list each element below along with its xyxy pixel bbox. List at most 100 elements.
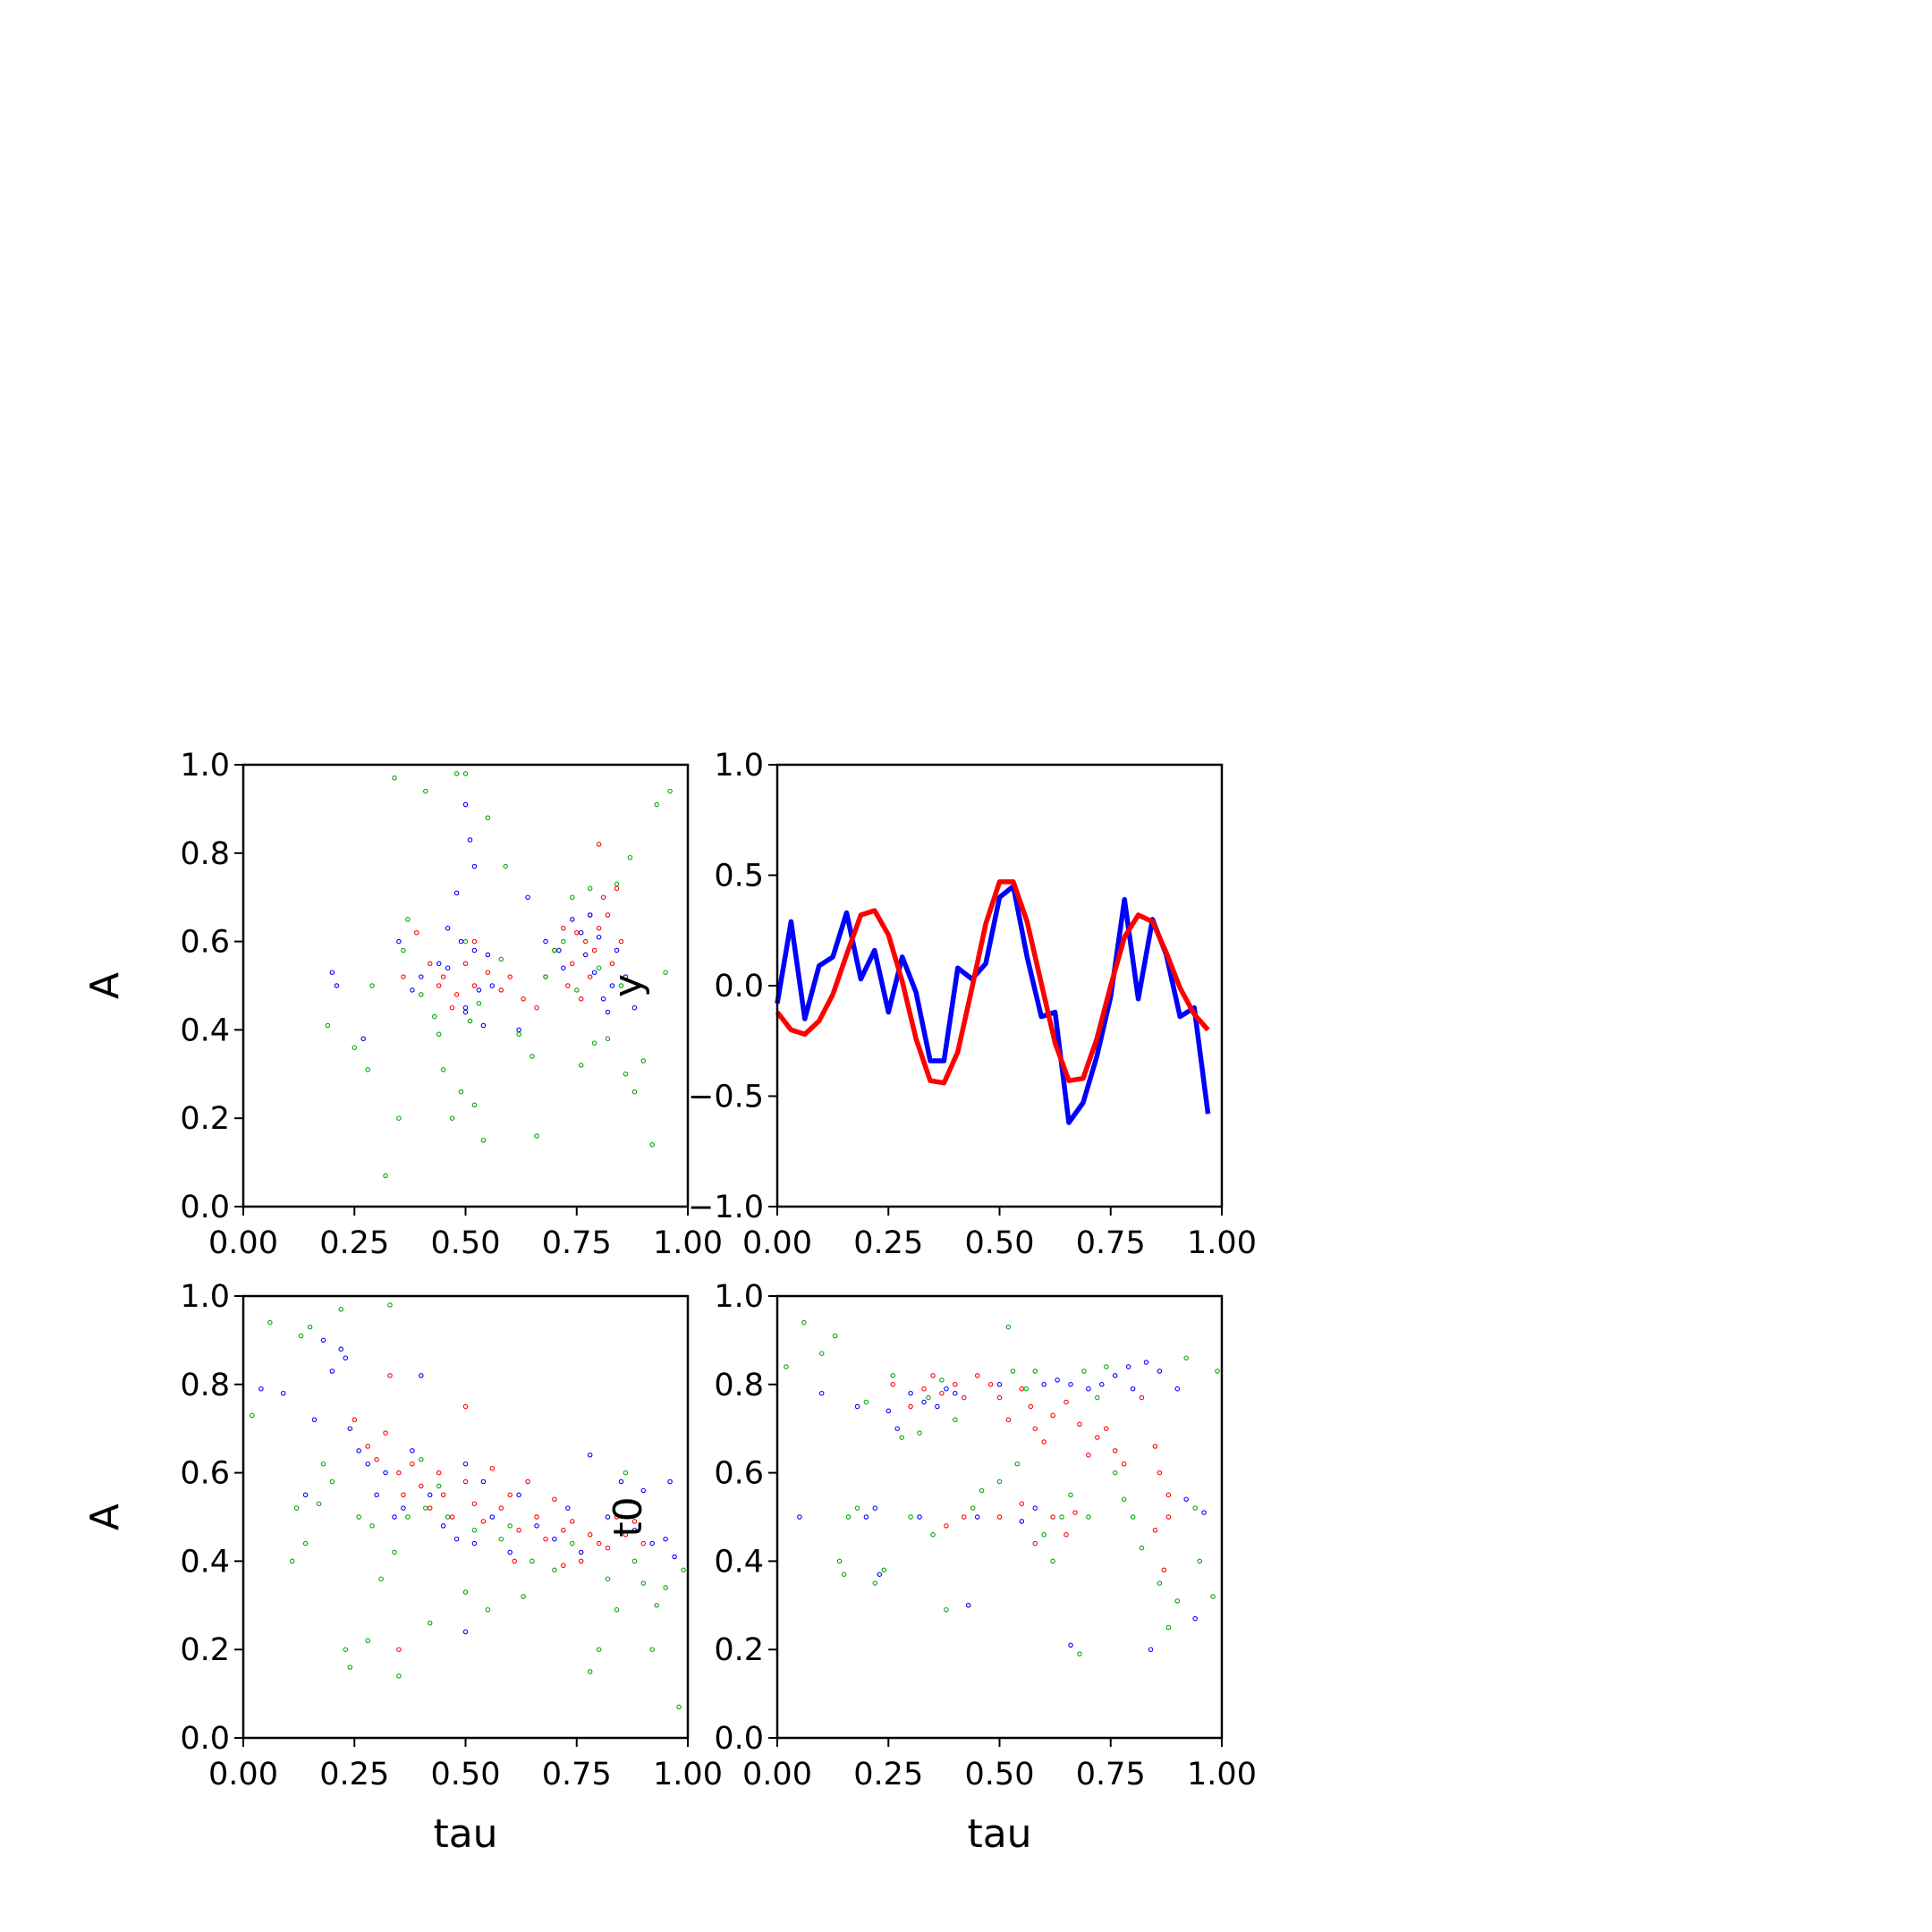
scatter-point bbox=[578, 1063, 584, 1068]
scatter-point bbox=[329, 970, 335, 975]
scatter-point bbox=[570, 1540, 575, 1546]
scatter-point bbox=[596, 926, 602, 931]
scatter-point bbox=[877, 1572, 883, 1577]
scatter-point bbox=[471, 1540, 478, 1546]
scatter-point bbox=[507, 1492, 513, 1498]
scatter-point bbox=[498, 987, 504, 993]
y-tick-label: 0.6 bbox=[180, 1456, 230, 1492]
scatter-point bbox=[667, 788, 673, 794]
scatter-point bbox=[467, 837, 473, 843]
scatter-point bbox=[521, 1594, 526, 1599]
scatter-point bbox=[574, 987, 580, 993]
scatter-point bbox=[485, 815, 491, 821]
scatter-point bbox=[640, 1580, 647, 1586]
scatter-point bbox=[1014, 1461, 1021, 1467]
scatter-point bbox=[552, 947, 557, 953]
scatter-point bbox=[462, 1629, 469, 1635]
scatter-point bbox=[356, 1514, 361, 1520]
scatter-point bbox=[565, 983, 571, 988]
scatter-point bbox=[587, 1453, 593, 1458]
scatter-point bbox=[596, 934, 602, 940]
scatter-point bbox=[1028, 1403, 1034, 1410]
y-tick-label: 1.0 bbox=[714, 1279, 764, 1315]
scatter-point bbox=[552, 1496, 557, 1502]
scatter-point bbox=[436, 1031, 442, 1038]
y-tick-label: 0.4 bbox=[714, 1544, 764, 1580]
y-tick-label: 0.0 bbox=[714, 1721, 764, 1757]
y-tick-label: 1.0 bbox=[180, 1279, 230, 1315]
scatter-point bbox=[841, 1572, 847, 1577]
scatter-point bbox=[832, 1333, 838, 1339]
scatter-point bbox=[930, 1373, 936, 1378]
scatter-point bbox=[596, 1647, 602, 1652]
scatter-point bbox=[410, 1461, 415, 1467]
scatter-point bbox=[600, 996, 606, 1002]
scatter-point bbox=[289, 1558, 295, 1564]
scatter-point bbox=[325, 1022, 331, 1029]
scatter-point bbox=[1019, 1385, 1025, 1392]
scatter-point bbox=[436, 983, 442, 988]
scatter-point bbox=[1165, 1624, 1172, 1631]
scatter-point bbox=[996, 1479, 1003, 1485]
scatter-point bbox=[578, 929, 584, 936]
subplot-bottom-left: 0.00 0.25 0.50 0.75 1.00 0.0 0.2 0.4 0.6 0.8 1.0 ta… bbox=[82, 1279, 723, 1857]
scatter-point bbox=[1112, 1470, 1118, 1476]
scatter-point bbox=[570, 961, 575, 967]
scatter-point bbox=[356, 1448, 361, 1453]
scatter-point bbox=[596, 965, 602, 970]
scatter-point bbox=[1183, 1355, 1189, 1360]
x-tick-label: 0.00 bbox=[742, 1757, 812, 1792]
y-tick-label: 0.6 bbox=[714, 1456, 764, 1492]
scatter-point bbox=[258, 1385, 264, 1392]
scatter-point bbox=[436, 961, 442, 967]
scatter-point bbox=[543, 1536, 548, 1542]
scatter-point bbox=[1086, 1514, 1091, 1520]
scatter-point bbox=[552, 1567, 557, 1573]
scatter-point bbox=[1157, 1470, 1163, 1476]
scatter-point bbox=[267, 1319, 273, 1326]
scatter-point bbox=[605, 1036, 611, 1042]
scatter-point bbox=[1077, 1651, 1082, 1657]
scatter-point bbox=[631, 1558, 638, 1564]
x-tick-label: 0.50 bbox=[431, 1757, 501, 1792]
scatter-point bbox=[614, 1514, 620, 1520]
scatter-point bbox=[605, 1009, 611, 1015]
scatter-point bbox=[587, 1669, 593, 1674]
scatter-point bbox=[462, 1461, 469, 1467]
scatter-point bbox=[1165, 1514, 1172, 1520]
scatter-point bbox=[596, 842, 602, 847]
scatter-point bbox=[1139, 1394, 1145, 1401]
x-axis-label: tau bbox=[433, 1811, 497, 1857]
y-tick-label: 0.2 bbox=[180, 1632, 230, 1668]
scatter-point bbox=[445, 965, 451, 970]
y-tick-label: −0.5 bbox=[688, 1080, 764, 1115]
scatter-point bbox=[471, 983, 478, 988]
scatter-point bbox=[352, 1045, 358, 1050]
scatter-point bbox=[917, 1514, 922, 1520]
scatter-point bbox=[462, 801, 469, 808]
scatter-point bbox=[485, 952, 491, 958]
scatter-point bbox=[1041, 1382, 1046, 1387]
scatter-point bbox=[587, 886, 593, 892]
scatter-point bbox=[1157, 1368, 1163, 1374]
scatter-point bbox=[449, 1115, 455, 1121]
scatter-point bbox=[614, 1606, 620, 1613]
scatter-point bbox=[378, 1576, 384, 1581]
scatter-point bbox=[591, 1040, 597, 1046]
scatter-point bbox=[631, 1519, 638, 1524]
scatter-point bbox=[1068, 1382, 1073, 1387]
scatter-point bbox=[623, 1072, 629, 1077]
scatter-point bbox=[449, 1514, 455, 1520]
scatter-point bbox=[534, 1514, 539, 1520]
scatter-point bbox=[1086, 1453, 1091, 1458]
scatter-point bbox=[498, 1536, 504, 1542]
scatter-point bbox=[649, 1647, 655, 1652]
scatter-point bbox=[784, 1364, 789, 1369]
scatter-point bbox=[596, 1540, 602, 1546]
scatter-point bbox=[405, 917, 411, 922]
subplots: 0.00 0.25 0.50 0.75 1.000.00.20.40.60.81.0A0… bbox=[82, 748, 1257, 1857]
scatter-point bbox=[365, 1638, 370, 1644]
scatter-point bbox=[649, 1540, 655, 1546]
scatter-point bbox=[431, 1013, 437, 1020]
scatter-point bbox=[818, 1351, 825, 1356]
